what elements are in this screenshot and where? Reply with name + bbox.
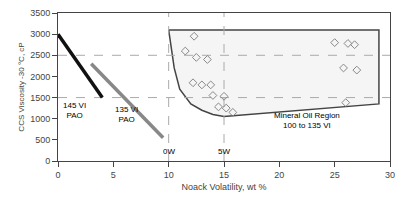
svg-text:25: 25	[330, 170, 340, 180]
svg-text:20: 20	[274, 170, 284, 180]
svg-text:0: 0	[55, 170, 60, 180]
svg-text:CCS Viscosity -30 °C, cP: CCS Viscosity -30 °C, cP	[17, 42, 26, 131]
svg-text:15: 15	[219, 170, 229, 180]
svg-text:500: 500	[35, 135, 50, 145]
svg-text:0: 0	[45, 156, 50, 166]
svg-text:5: 5	[111, 170, 116, 180]
svg-text:0W: 0W	[163, 147, 175, 156]
svg-text:3000: 3000	[30, 29, 50, 39]
svg-text:145 VIPAO: 145 VIPAO	[63, 101, 86, 120]
svg-text:135 VIPAO: 135 VIPAO	[115, 105, 138, 124]
svg-text:10: 10	[164, 170, 174, 180]
svg-text:3500: 3500	[30, 8, 50, 18]
svg-text:Noack Volatility, wt %: Noack Volatility, wt %	[182, 182, 267, 192]
svg-text:30: 30	[385, 170, 395, 180]
svg-text:2500: 2500	[30, 50, 50, 60]
svg-text:1500: 1500	[30, 93, 50, 103]
svg-text:2000: 2000	[30, 72, 50, 82]
svg-text:1000: 1000	[30, 114, 50, 124]
svg-text:Mineral Oil Region100 to 135 V: Mineral Oil Region100 to 135 VI	[274, 111, 340, 130]
svg-text:5W: 5W	[218, 147, 230, 156]
